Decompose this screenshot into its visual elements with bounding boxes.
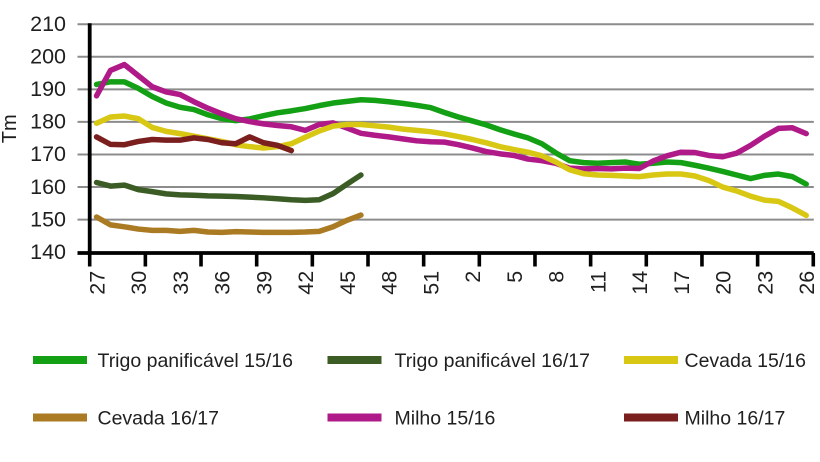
svg-text:39: 39 — [252, 271, 276, 295]
svg-text:160: 160 — [30, 175, 66, 199]
svg-text:170: 170 — [30, 142, 66, 166]
svg-text:150: 150 — [30, 207, 66, 231]
svg-text:36: 36 — [211, 271, 235, 295]
svg-text:180: 180 — [30, 110, 66, 134]
svg-text:2: 2 — [461, 271, 485, 283]
svg-text:Milho 15/16: Milho 15/16 — [395, 408, 496, 430]
svg-text:Milho 16/17: Milho 16/17 — [685, 408, 786, 430]
svg-text:42: 42 — [294, 271, 318, 295]
svg-text:45: 45 — [336, 271, 360, 295]
svg-text:140: 140 — [30, 240, 66, 264]
svg-text:26: 26 — [795, 271, 819, 295]
svg-text:Cevada 15/16: Cevada 15/16 — [685, 350, 806, 372]
svg-text:51: 51 — [419, 271, 443, 295]
svg-text:5: 5 — [503, 271, 527, 283]
svg-text:190: 190 — [30, 77, 66, 101]
svg-text:27: 27 — [85, 271, 109, 295]
svg-text:Trigo panificável 15/16: Trigo panificável 15/16 — [98, 350, 293, 372]
svg-text:17: 17 — [670, 271, 694, 295]
svg-text:210: 210 — [30, 12, 66, 36]
svg-text:48: 48 — [378, 271, 402, 295]
svg-text:20: 20 — [712, 271, 736, 295]
svg-text:23: 23 — [753, 271, 777, 295]
svg-text:200: 200 — [30, 45, 66, 69]
svg-text:8: 8 — [545, 271, 569, 283]
svg-text:Cevada 16/17: Cevada 16/17 — [98, 408, 219, 430]
svg-text:11: 11 — [586, 271, 610, 293]
svg-text:Tm: Tm — [0, 114, 21, 143]
svg-text:Trigo panificável 16/17: Trigo panificável 16/17 — [395, 350, 590, 372]
svg-text:30: 30 — [127, 271, 151, 295]
svg-text:33: 33 — [169, 271, 193, 295]
svg-text:14: 14 — [628, 271, 652, 295]
